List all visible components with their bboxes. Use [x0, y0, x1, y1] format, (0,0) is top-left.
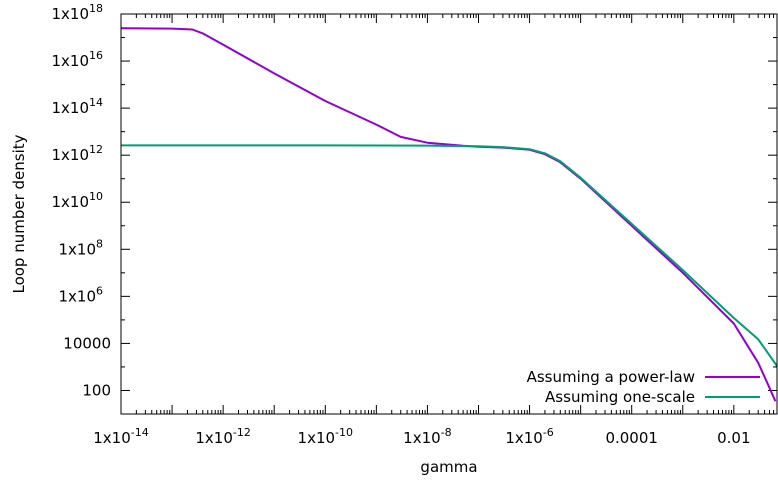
y-axis-label: Loop number density — [10, 134, 28, 293]
y-tick-label-exponent: 18 — [89, 2, 103, 15]
x-tick-label-base: 0.01 — [717, 429, 750, 447]
y-tick-label-base: 1x10 — [58, 287, 96, 305]
y-tick-label-exponent: 10 — [89, 190, 103, 203]
y-tick-label-base: 100 — [82, 381, 111, 399]
x-tick-label: 0.0001 — [605, 429, 658, 447]
y-tick-label-base: 1x10 — [51, 52, 89, 70]
x-tick-label-base: 1x10 — [93, 429, 131, 447]
x-tick-label: 0.01 — [717, 429, 750, 447]
y-tick-label: 100 — [82, 381, 111, 399]
x-tick-label-exponent: -14 — [131, 426, 149, 439]
y-tick-label-exponent: 14 — [89, 96, 103, 109]
x-tick-label-base: 1x10 — [505, 429, 543, 447]
y-tick-label-base: 1x10 — [58, 240, 96, 258]
y-tick-label-exponent: 12 — [89, 143, 103, 156]
x-tick-label-base: 1x10 — [298, 429, 336, 447]
x-tick-label-base: 1x10 — [195, 429, 233, 447]
x-tick-label-base: 0.0001 — [605, 429, 658, 447]
y-tick-label-exponent: 8 — [96, 237, 103, 250]
y-tick-label-exponent: 6 — [96, 284, 103, 297]
x-axis-label: gamma — [420, 458, 477, 476]
y-tick-label-base: 1x10 — [51, 193, 89, 211]
x-tick-label-base: 1x10 — [403, 429, 441, 447]
x-tick-label-exponent: -8 — [441, 426, 452, 439]
x-tick-label-exponent: -12 — [233, 426, 251, 439]
y-tick-label-base: 10000 — [63, 334, 111, 352]
y-tick-label: 10000 — [63, 334, 111, 352]
legend-label: Assuming a power-law — [527, 368, 695, 386]
y-tick-label-base: 1x10 — [51, 146, 89, 164]
y-tick-label-base: 1x10 — [51, 5, 89, 23]
x-tick-label-exponent: -10 — [335, 426, 353, 439]
x-tick-label-exponent: -6 — [543, 426, 554, 439]
y-tick-label-exponent: 16 — [89, 49, 103, 62]
legend-label: Assuming one-scale — [545, 388, 695, 406]
y-tick-label-base: 1x10 — [51, 99, 89, 117]
